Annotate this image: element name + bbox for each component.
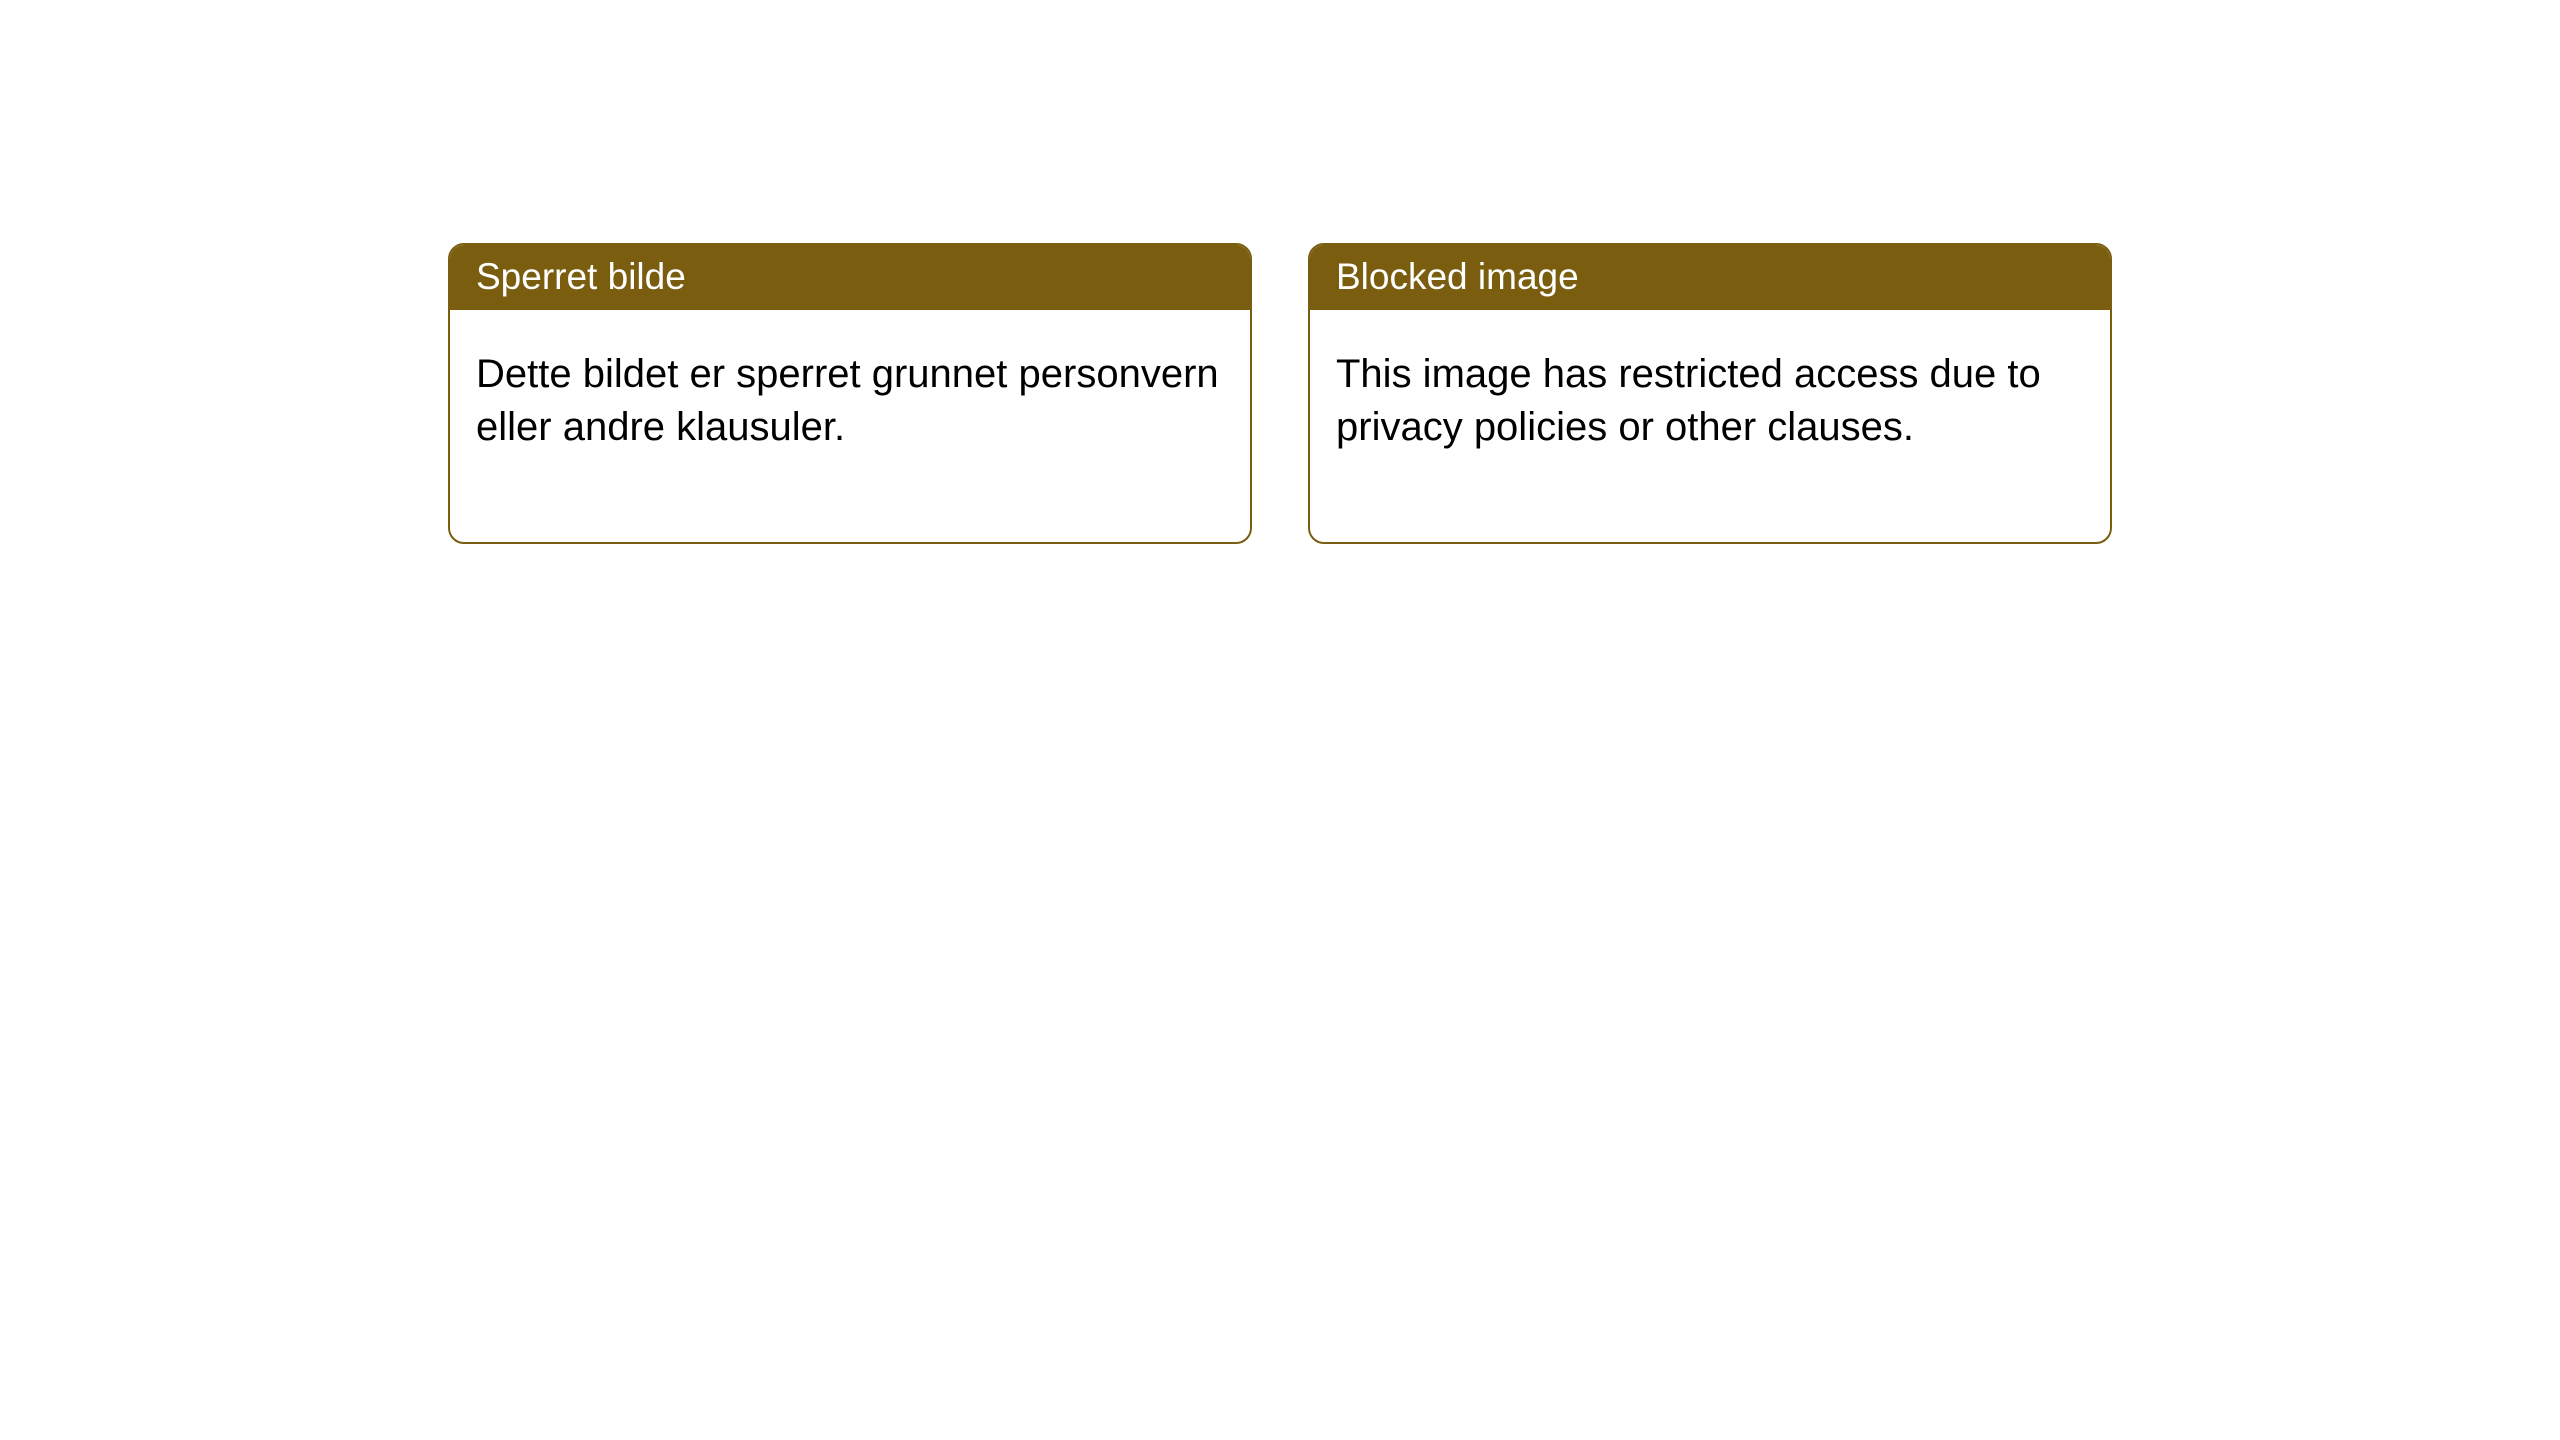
notice-body-norwegian: Dette bildet er sperret grunnet personve…: [450, 310, 1250, 542]
notice-box-english: Blocked image This image has restricted …: [1308, 243, 2112, 544]
notice-header-norwegian: Sperret bilde: [450, 245, 1250, 310]
notice-container: Sperret bilde Dette bildet er sperret gr…: [0, 0, 2560, 544]
notice-box-norwegian: Sperret bilde Dette bildet er sperret gr…: [448, 243, 1252, 544]
notice-body-english: This image has restricted access due to …: [1310, 310, 2110, 542]
notice-header-english: Blocked image: [1310, 245, 2110, 310]
